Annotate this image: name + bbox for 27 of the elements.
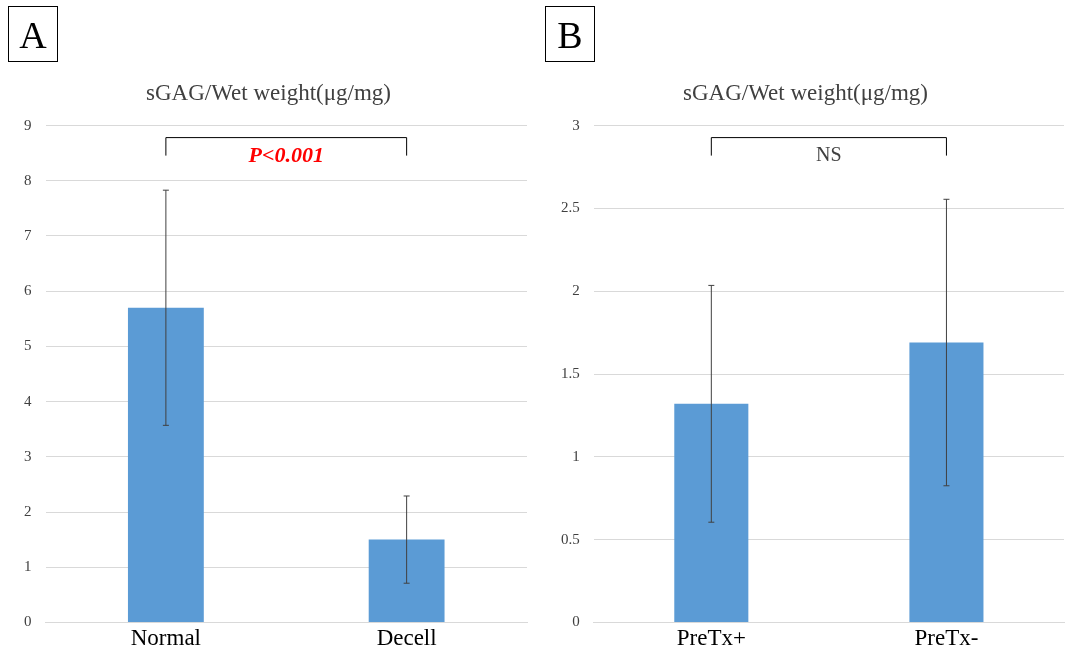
y-tick-label: 2.5 [561,199,580,216]
y-tick-label: 5 [24,337,32,354]
x-tick-label: PreTx- [914,625,979,651]
annotation: NS [816,142,842,165]
x-tick-label: Decell [376,625,437,651]
chart-title: sGAG/Wet weight(μg/mg) [146,79,391,105]
chart-title: sGAG/Wet weight(μg/mg) [683,79,928,105]
y-tick-label: 2 [24,502,32,519]
y-tick-label: 0 [572,613,580,630]
y-tick-label: 4 [24,392,32,409]
text: A [8,6,58,62]
x-tick-label: Normal [130,625,202,651]
y-tick-label: 1.5 [561,364,580,381]
y-tick-label: 3 [572,116,580,133]
y-tick-label: 1 [572,447,580,464]
y-tick-label: 3 [24,447,32,464]
annotation: P<0.001 [247,142,324,168]
y-tick-label: 9 [24,116,32,133]
y-tick-label: 6 [24,282,32,299]
y-tick-label: 1 [24,558,32,575]
y-tick-label: 7 [24,226,32,243]
y-tick-label: 8 [24,171,32,188]
y-tick-label: 2 [572,282,580,299]
text: B [545,6,595,62]
x-tick-label: PreTx+ [676,625,746,651]
y-tick-label: 0 [24,613,32,630]
y-tick-label: 0.5 [561,530,580,547]
